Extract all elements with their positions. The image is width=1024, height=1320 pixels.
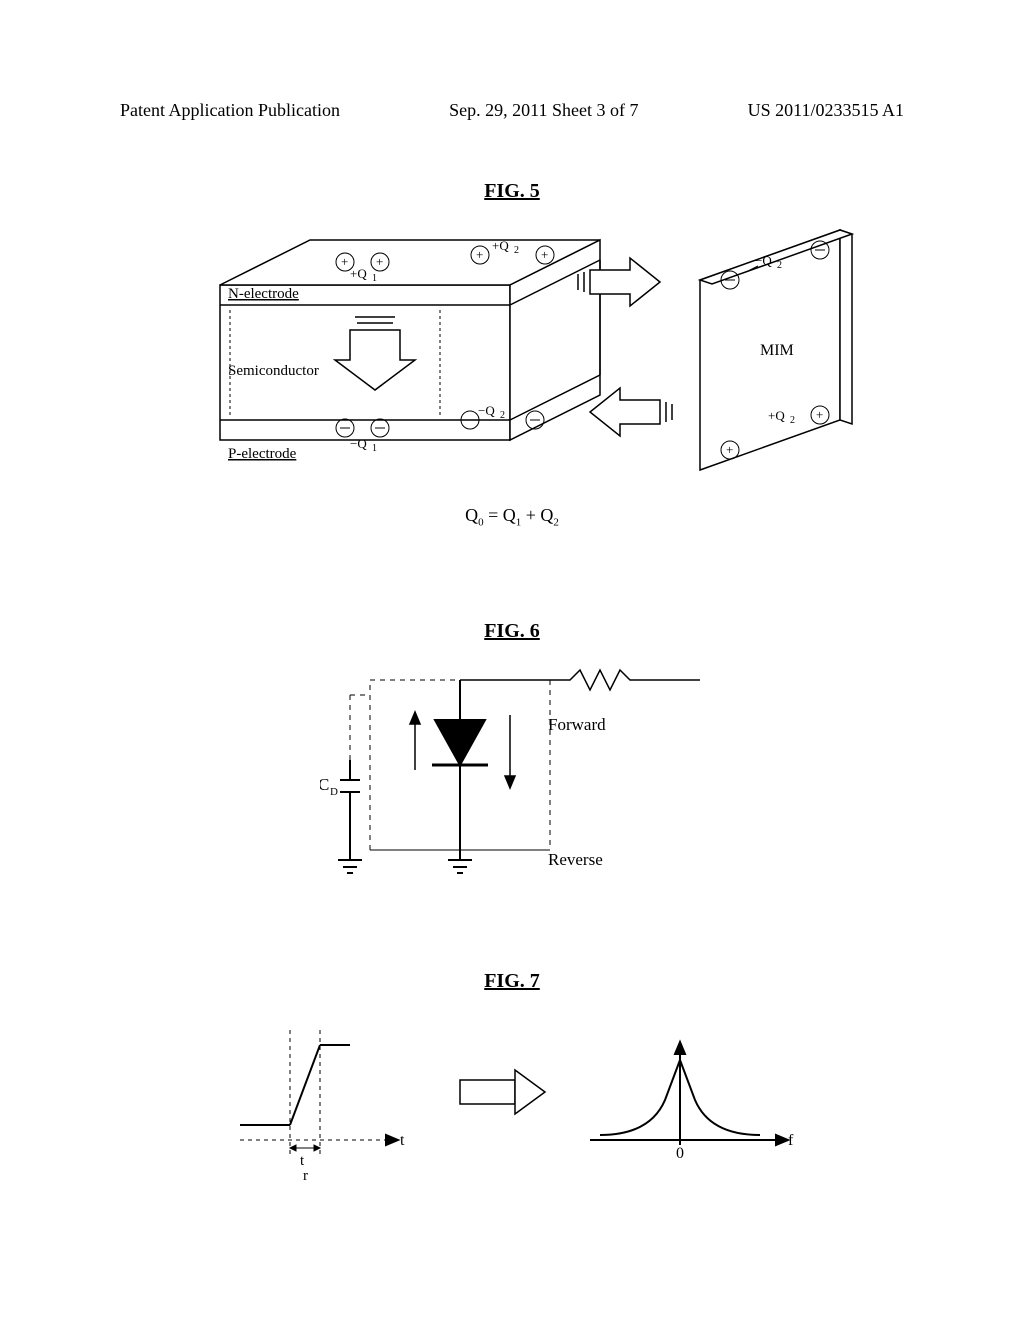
fig5-equation: Q0 = Q1 + Q2 [0, 505, 1024, 529]
svg-text:2: 2 [790, 415, 795, 426]
svg-text:t: t [400, 1132, 405, 1149]
svg-text:D: D [330, 786, 338, 798]
svg-text:N-electrode: N-electrode [228, 286, 299, 302]
svg-text:2: 2 [514, 245, 519, 256]
svg-text:f: f [788, 1132, 794, 1149]
svg-text:+: + [816, 407, 823, 422]
svg-text:−Q: −Q [478, 403, 495, 418]
svg-text:+: + [341, 254, 348, 269]
fig7-diagram: t t r 0 f [240, 1010, 800, 1190]
fig7-title: FIG. 7 [0, 970, 1024, 993]
svg-text:MIM: MIM [760, 342, 794, 359]
svg-text:2: 2 [500, 410, 505, 421]
svg-text:r: r [303, 1168, 308, 1184]
svg-text:Reverse: Reverse [548, 850, 603, 869]
svg-text:Semiconductor: Semiconductor [228, 363, 319, 379]
svg-text:+Q: +Q [350, 266, 367, 281]
svg-text:+: + [476, 247, 483, 262]
fig5-diagram: N-electrode Semiconductor P-electrode + … [200, 220, 900, 500]
svg-text:2: 2 [777, 260, 782, 271]
fig6-diagram: Forward CD Reverse [320, 660, 720, 900]
svg-text:C: C [320, 775, 329, 794]
fig6-title: FIG. 6 [0, 620, 1024, 643]
svg-text:+: + [726, 442, 733, 457]
fig5-title: FIG. 5 [0, 180, 1024, 203]
svg-text:−Q: −Q [350, 436, 367, 451]
svg-text:+Q: +Q [768, 408, 785, 423]
svg-text:P-electrode: P-electrode [228, 446, 297, 462]
svg-text:t: t [300, 1153, 305, 1169]
svg-text:0: 0 [676, 1145, 684, 1162]
svg-text:+: + [376, 254, 383, 269]
header-right: US 2011/0233515 A1 [748, 100, 904, 121]
header-left: Patent Application Publication [120, 100, 340, 121]
header-center: Sep. 29, 2011 Sheet 3 of 7 [449, 100, 638, 121]
svg-text:1: 1 [372, 443, 377, 454]
svg-text:+: + [541, 247, 548, 262]
svg-text:Forward: Forward [548, 715, 606, 734]
svg-text:+Q: +Q [492, 238, 509, 253]
svg-text:1: 1 [372, 273, 377, 284]
page-header: Patent Application Publication Sep. 29, … [0, 100, 1024, 121]
